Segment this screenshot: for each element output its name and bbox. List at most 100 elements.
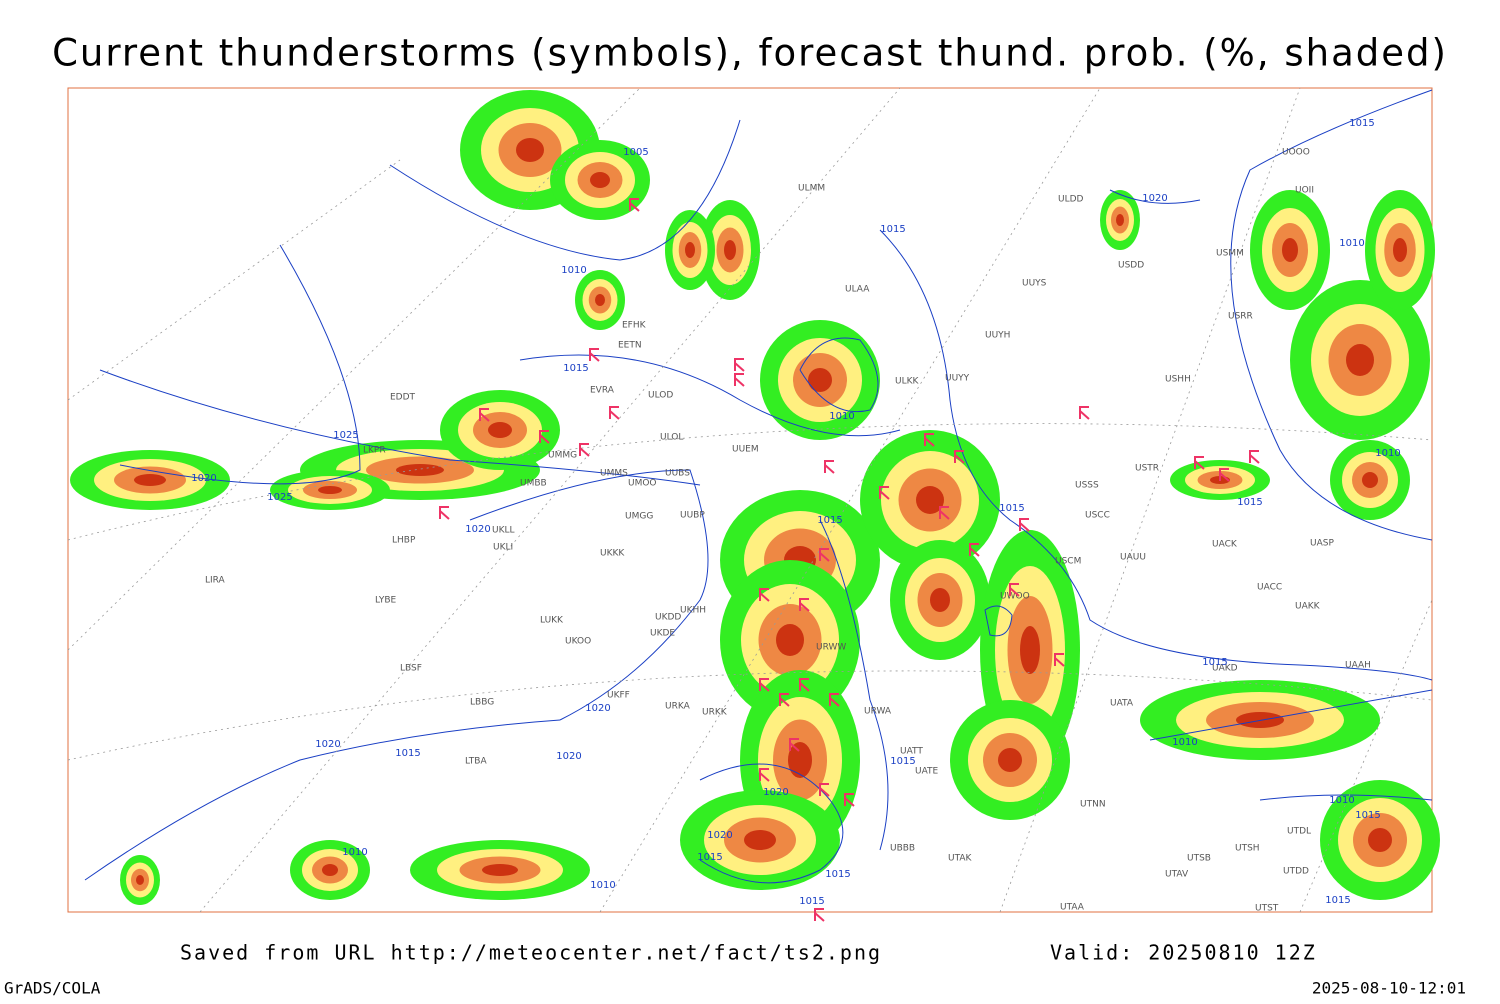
- storm-symbol: [819, 783, 830, 797]
- isobar-label: 1015: [1202, 657, 1227, 668]
- storm-symbol: [819, 548, 830, 562]
- shade-top: [595, 294, 605, 306]
- station-label: UAKK: [1295, 602, 1321, 612]
- station-label: EFHK: [622, 321, 647, 331]
- shade-top: [396, 464, 444, 476]
- shade-top: [1346, 344, 1374, 376]
- graticule: [67, 87, 1433, 913]
- station-label: ULOL: [660, 433, 683, 443]
- station-label: USDD: [1118, 261, 1144, 271]
- isobar-label: 1025: [267, 492, 292, 503]
- station-label: UKKK: [600, 549, 625, 559]
- software: GrADS/COLA: [4, 979, 101, 998]
- shade-top: [488, 422, 512, 438]
- isobar-label: 1015: [880, 224, 905, 235]
- storm-symbol: [779, 693, 790, 707]
- storm-symbol: [1054, 653, 1065, 667]
- shade-top: [916, 486, 944, 514]
- station-label: UBBB: [890, 844, 915, 854]
- station-label: LTBA: [465, 757, 487, 767]
- isobar-label: 1010: [590, 880, 615, 891]
- storm-symbol: [824, 460, 835, 474]
- station-label: LBSF: [400, 664, 422, 674]
- shade-top: [744, 830, 776, 850]
- storm-symbol: [1194, 456, 1205, 470]
- station-label: UACK: [1212, 540, 1238, 550]
- station-label: ULOD: [648, 391, 673, 401]
- station-label: URKK: [702, 708, 728, 718]
- storm-symbol: [759, 768, 770, 782]
- station-label: UUYS: [1022, 279, 1047, 289]
- shade-top: [998, 748, 1022, 772]
- storm-symbol: [1219, 468, 1230, 482]
- station-label: UKLL: [492, 526, 515, 536]
- shade-top: [1393, 238, 1407, 262]
- station-label: UASP: [1310, 539, 1334, 549]
- station-label: USCC: [1085, 511, 1110, 521]
- isobar-label: 1015: [1325, 895, 1350, 906]
- shade-top: [134, 474, 166, 486]
- station-label: UUBP: [680, 511, 705, 521]
- station-label: UKHH: [680, 606, 706, 616]
- storm-symbol: [759, 678, 770, 692]
- station-label: UTAA: [1060, 903, 1085, 913]
- isobar-label: 1015: [1349, 118, 1374, 129]
- isobar-label: 1015: [817, 515, 842, 526]
- station-label: UOOO: [1282, 148, 1310, 158]
- station-label: UAUU: [1120, 553, 1146, 563]
- station-label: UMMS: [600, 469, 628, 479]
- isobar-label: 1020: [707, 830, 732, 841]
- isobar-label: 1020: [556, 751, 581, 762]
- station-label: UMGG: [625, 512, 653, 522]
- isobar-label: 1015: [799, 896, 824, 907]
- isobar-label: 1015: [999, 503, 1024, 514]
- shade-top: [788, 742, 812, 778]
- storm-symbol: [1009, 583, 1020, 597]
- isobar-label: 1010: [342, 847, 367, 858]
- station-label: UTNN: [1080, 800, 1106, 810]
- station-label: EETN: [618, 341, 642, 351]
- shade-top: [516, 138, 544, 162]
- station-label: UATA: [1110, 699, 1134, 709]
- isobar-label: 1015: [395, 748, 420, 759]
- storm-symbol: [479, 408, 490, 422]
- isobar-label: 1010: [1339, 238, 1364, 249]
- storm-symbol: [799, 598, 810, 612]
- storm-symbol: [629, 198, 640, 212]
- storm-symbol: [1019, 518, 1030, 532]
- storm-symbol: [799, 678, 810, 692]
- station-label: LUKK: [540, 616, 564, 626]
- isobar-label: 1010: [829, 411, 854, 422]
- shade-top: [318, 486, 342, 494]
- storm-symbol: [589, 348, 600, 362]
- station-label: URWW: [816, 643, 846, 653]
- station-label: UAKD: [1212, 664, 1238, 674]
- station-label: UMBB: [520, 479, 547, 489]
- shade-top: [1368, 828, 1392, 852]
- shade-top: [1362, 472, 1378, 488]
- isobar-label: 1020: [1142, 193, 1167, 204]
- isobar-label: 1010: [1329, 795, 1354, 806]
- storm-symbol: [734, 358, 745, 372]
- station-label: ULMM: [798, 184, 825, 194]
- isobars: [84, 89, 1433, 884]
- station-label: USRR: [1228, 312, 1253, 322]
- station-label: UTAK: [948, 854, 973, 864]
- station-label: UAAH: [1345, 661, 1371, 671]
- shade-top: [322, 864, 338, 876]
- station-label: EDDT: [390, 393, 416, 403]
- station-label: UTSB: [1187, 854, 1211, 864]
- shade-top: [1116, 214, 1124, 226]
- timestamp: 2025-08-10-12:01: [1312, 979, 1466, 998]
- isobar-label: 1020: [315, 739, 340, 750]
- isobar-label: 1020: [191, 473, 216, 484]
- shade-top: [685, 242, 695, 258]
- shade-top: [776, 624, 804, 656]
- station-label: ULAA: [845, 285, 870, 295]
- station-label: USSS: [1075, 481, 1099, 491]
- storm-symbol: [789, 738, 800, 752]
- storm-symbol: [954, 450, 965, 464]
- station-label: USMM: [1216, 249, 1244, 259]
